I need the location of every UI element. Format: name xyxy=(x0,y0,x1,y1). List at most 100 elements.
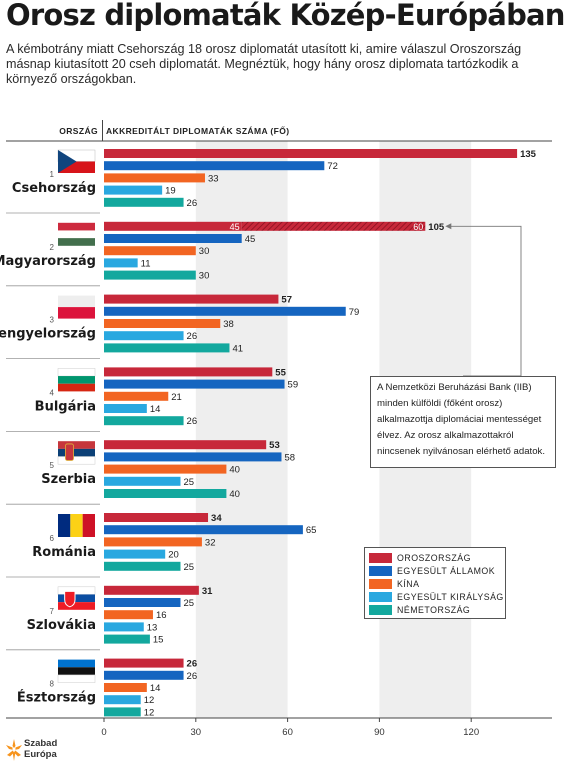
szabad-europa-logo: Szabad Európa xyxy=(4,735,84,765)
bar xyxy=(104,234,242,243)
country-label: Észtország xyxy=(17,690,96,706)
bar xyxy=(104,319,221,328)
legend-swatch xyxy=(369,604,392,615)
note-arrow-icon xyxy=(445,223,452,230)
bar-value-label: 105 xyxy=(428,222,445,233)
bar xyxy=(104,622,144,632)
country-group: 1 Csehország 135 72 33 19 26 xyxy=(6,149,537,214)
bar-inner-label: 60 xyxy=(413,222,423,232)
legend-label: OROSZORSZÁG xyxy=(397,552,471,563)
bar-value-label: 26 xyxy=(187,416,198,427)
bar xyxy=(104,258,138,268)
bar xyxy=(104,489,227,498)
bar-value-label: 45 xyxy=(245,234,256,245)
bar-value-label: 38 xyxy=(223,319,234,330)
bar-value-label: 33 xyxy=(208,173,219,184)
bar-value-label: 25 xyxy=(184,477,195,488)
bar-value-label: 58 xyxy=(284,452,295,463)
page-title: Orosz diplomaták Közép-Európában xyxy=(6,0,565,32)
bar-value-label: 16 xyxy=(156,610,167,621)
czech-flag-icon xyxy=(57,149,96,173)
bar xyxy=(104,306,346,316)
bar-hatched xyxy=(241,221,426,231)
bar xyxy=(104,391,169,401)
bar-value-label: 30 xyxy=(199,271,210,282)
bar-value-label: 21 xyxy=(171,392,182,403)
country-label: Szerbia xyxy=(41,472,96,487)
bar xyxy=(104,549,166,559)
bar-value-label: 20 xyxy=(168,550,179,561)
bar-value-label: 41 xyxy=(232,343,243,354)
bar xyxy=(104,343,230,353)
legend-label: NÉMETORSZÁG xyxy=(397,604,471,615)
legend-item: EGYESÜLT ÁLLAMOK xyxy=(369,564,501,577)
slovakia-flag-icon xyxy=(57,586,96,610)
legend-item: KÍNA xyxy=(369,577,501,590)
bar-value-label: 79 xyxy=(349,307,360,318)
bar xyxy=(104,525,303,535)
romania-flag-icon xyxy=(58,514,95,537)
x-tick-label: 30 xyxy=(191,727,202,738)
bar xyxy=(104,634,150,644)
bar xyxy=(104,658,184,668)
serbia-flag-icon xyxy=(57,441,96,465)
bar-value-label: 12 xyxy=(144,695,155,706)
logo-burst-icon xyxy=(6,739,22,761)
bar xyxy=(104,149,518,158)
x-tick-label: 120 xyxy=(463,727,479,738)
country-group: 2 Magyarország 45 60 105 45 30 11 30 xyxy=(0,221,445,287)
bar-value-label: 26 xyxy=(187,671,198,682)
bar xyxy=(104,440,267,450)
bar xyxy=(104,537,202,547)
x-tick-label: 0 xyxy=(101,727,106,738)
chart-legend: OROSZORSZÁG EGYESÜLT ÁLLAMOK KÍNA EGYESÜLT … xyxy=(364,547,506,619)
country-rank: 4 xyxy=(50,388,55,397)
bar xyxy=(104,294,279,304)
bar xyxy=(104,695,141,705)
country-column-header: ORSZÁG xyxy=(59,126,98,136)
bar xyxy=(104,476,181,486)
country-label: Szlovákia xyxy=(27,618,96,633)
bar-value-label: 65 xyxy=(306,525,317,536)
bar-value-label: 135 xyxy=(520,149,537,160)
bar xyxy=(104,246,196,256)
bar xyxy=(104,585,199,595)
logo-line-1: Szabad xyxy=(24,738,58,749)
country-label: Bulgária xyxy=(35,399,96,414)
bar xyxy=(104,185,163,195)
bar-value-label: 34 xyxy=(211,513,222,524)
bar xyxy=(104,670,184,680)
iib-note: A Nemzetközi Beruházási Bank (IIB) minde… xyxy=(370,376,556,468)
country-label: Lengyelország xyxy=(0,327,96,342)
bar xyxy=(104,331,184,341)
bar-value-label: 26 xyxy=(187,659,198,670)
bar xyxy=(104,707,141,717)
country-label: Csehország xyxy=(12,181,96,196)
bar-value-label: 15 xyxy=(153,635,164,646)
hungary-flag-icon xyxy=(58,222,95,246)
country-group: 3 Lengyelország 57 79 38 26 41 xyxy=(0,294,360,360)
bar xyxy=(104,367,273,377)
legend-item: OROSZORSZÁG xyxy=(369,551,501,564)
bar-value-label: 26 xyxy=(187,331,198,342)
bulgaria-flag-icon xyxy=(57,368,96,392)
bar xyxy=(104,452,282,462)
bar xyxy=(104,416,184,426)
bar-value-label: 13 xyxy=(147,622,158,633)
country-rank: 6 xyxy=(50,534,55,543)
legend-swatch xyxy=(369,591,392,602)
legend-label: KÍNA xyxy=(397,578,420,589)
country-group: 6 Románia 34 65 32 20 25 xyxy=(6,513,317,578)
bar-value-label: 55 xyxy=(275,367,286,378)
bar-value-label: 30 xyxy=(199,246,210,257)
bar xyxy=(104,464,227,474)
poland-flag-icon xyxy=(58,295,95,319)
bar-inner-label: 45 xyxy=(230,222,240,232)
country-rank: 7 xyxy=(50,607,55,616)
legend-label: EGYESÜLT KIRÁLYSÁG xyxy=(397,591,504,602)
bar-value-label: 40 xyxy=(229,489,240,500)
bar-value-label: 25 xyxy=(184,598,195,609)
